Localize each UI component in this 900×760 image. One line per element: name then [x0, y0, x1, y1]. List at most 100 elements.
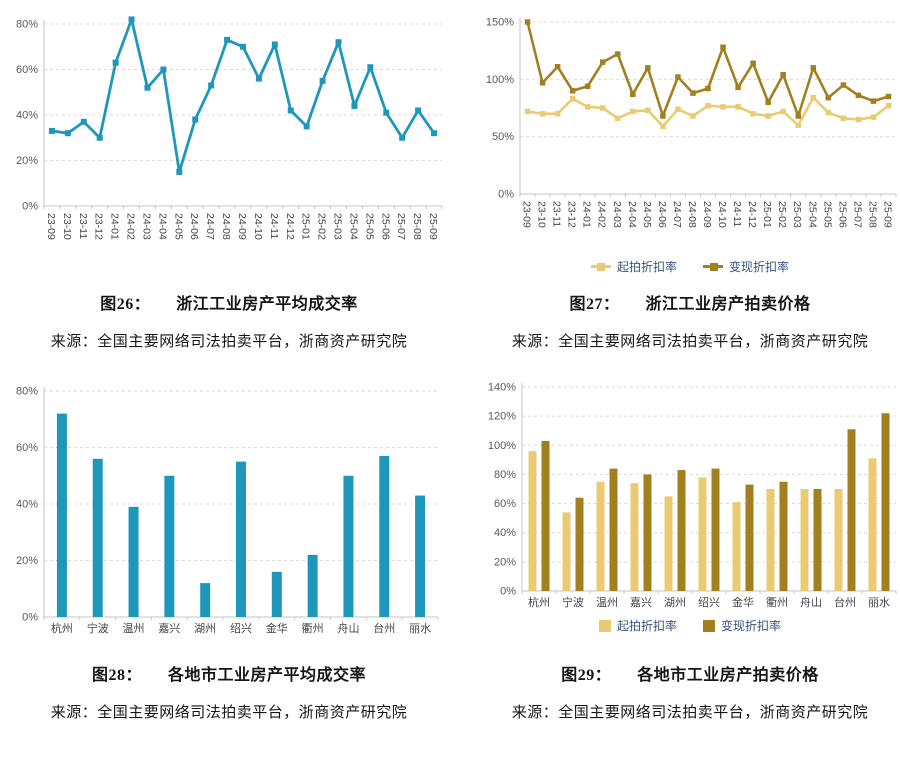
line-chart-transaction-rate: 0% 20% 40% 60% 80% 23-09 23-10 23-11 23-12 24-01 2…: [16, 16, 443, 240]
svg-text:25-07: 25-07: [851, 201, 863, 228]
svg-text:60%: 60%: [16, 64, 38, 76]
svg-text:24-04: 24-04: [626, 201, 638, 228]
figure-27-source: 来源：全国主要网络司法拍卖平台，浙商资产研究院: [511, 334, 869, 350]
svg-text:40%: 40%: [16, 499, 38, 511]
figure-29-source: 来源：全国主要网络司法拍卖平台，浙商资产研究院: [511, 705, 869, 721]
figure-27-title: 浙江工业房产拍卖价格: [645, 296, 811, 313]
svg-text:24-09: 24-09: [236, 213, 248, 240]
svg-text:23-11: 23-11: [77, 213, 89, 239]
legend-label: 变现折扣率: [729, 260, 790, 274]
figure-27-legend: 起拍折扣率 变现折扣率: [480, 258, 900, 275]
svg-text:60%: 60%: [16, 442, 38, 454]
svg-text:24-01: 24-01: [109, 213, 121, 240]
svg-text:25-01: 25-01: [761, 201, 773, 228]
legend-line-marker-icon: [703, 262, 723, 271]
svg-text:24-08: 24-08: [220, 213, 232, 240]
legend-item: 起拍折扣率: [598, 617, 677, 634]
svg-text:24-03: 24-03: [611, 201, 623, 228]
svg-text:23-09: 23-09: [45, 213, 57, 240]
svg-text:40%: 40%: [16, 110, 38, 122]
svg-text:24-07: 24-07: [671, 201, 683, 228]
svg-text:23-11: 23-11: [551, 201, 563, 227]
svg-text:24-08: 24-08: [686, 201, 698, 228]
svg-text:60%: 60%: [494, 498, 516, 510]
svg-text:0%: 0%: [498, 189, 514, 201]
svg-text:衢州: 衢州: [302, 622, 324, 635]
svg-text:24-07: 24-07: [204, 213, 216, 240]
legend-item: 起拍折扣率: [590, 258, 677, 275]
svg-text:25-03: 25-03: [332, 213, 344, 240]
svg-text:24-06: 24-06: [656, 201, 668, 228]
svg-text:衢州: 衢州: [766, 596, 788, 609]
svg-text:100%: 100%: [486, 74, 514, 86]
figure-29-caption: 图29： 各地市工业房产拍卖价格: [480, 661, 900, 685]
svg-text:40%: 40%: [494, 527, 516, 539]
svg-text:舟山: 舟山: [337, 621, 359, 635]
svg-text:24-01: 24-01: [581, 201, 593, 228]
svg-text:23-12: 23-12: [93, 213, 105, 240]
svg-text:25-03: 25-03: [791, 201, 803, 228]
svg-text:24-02: 24-02: [596, 201, 608, 228]
svg-text:24-03: 24-03: [140, 213, 152, 240]
svg-text:20%: 20%: [16, 555, 38, 567]
figure-28-chart-area: 0% 20% 40% 60% 80% 杭州 宁波 温州 嘉兴 湖州 绍兴 金华 衢州 舟山 台州 丽水: [8, 377, 450, 647]
bar-chart-city-transaction-rate: 0% 20% 40% 60% 80% 杭州 宁波 温州 嘉兴 湖州 绍兴 金华 衢州 舟山 台州 丽水: [16, 386, 439, 635]
legend-label: 起拍折扣率: [616, 260, 677, 274]
svg-text:嘉兴: 嘉兴: [158, 621, 180, 635]
svg-text:0%: 0%: [22, 612, 38, 624]
svg-text:24-10: 24-10: [716, 201, 728, 228]
svg-text:24-12: 24-12: [284, 213, 296, 240]
figure-29-legend: 起拍折扣率 变现折扣率: [480, 617, 900, 634]
svg-text:温州: 温州: [596, 596, 618, 609]
svg-text:25-08: 25-08: [411, 213, 423, 240]
figure-29-panel: 0% 20% 40% 60% 80% 100% 120% 140% 杭州 宁波 温州 嘉兴 湖州 绍兴 金华…: [450, 377, 900, 722]
svg-text:150%: 150%: [486, 17, 514, 29]
svg-text:湖州: 湖州: [194, 622, 216, 635]
svg-text:50%: 50%: [492, 131, 514, 143]
figure-27-chart-area: 0% 50% 100% 150% 23-09 23-10 23-11 23-12 24-01 24…: [480, 12, 900, 276]
svg-text:温州: 温州: [123, 622, 145, 635]
svg-text:杭州: 杭州: [528, 595, 550, 609]
svg-text:100%: 100%: [488, 440, 516, 452]
svg-text:25-09: 25-09: [427, 213, 439, 240]
figure-28-label: 图28：: [91, 667, 142, 684]
svg-text:23-09: 23-09: [521, 201, 533, 228]
svg-text:24-10: 24-10: [252, 213, 264, 240]
legend-square-marker-icon: [703, 619, 715, 632]
figure-26-title: 浙江工业房产平均成交率: [176, 296, 358, 313]
svg-text:23-12: 23-12: [566, 201, 578, 228]
figure-29-chart-area: 0% 20% 40% 60% 80% 100% 120% 140% 杭州 宁波 温州 嘉兴 湖州 绍兴 金华…: [480, 377, 900, 647]
svg-text:24-11: 24-11: [268, 213, 280, 239]
figure-26-source: 来源：全国主要网络司法拍卖平台，浙商资产研究院: [50, 334, 408, 350]
figure-28-source: 来源：全国主要网络司法拍卖平台，浙商资产研究院: [50, 705, 408, 721]
svg-text:丽水: 丽水: [409, 622, 431, 635]
svg-text:25-06: 25-06: [836, 201, 848, 228]
svg-text:25-05: 25-05: [821, 201, 833, 228]
figure-28-panel: 0% 20% 40% 60% 80% 杭州 宁波 温州 嘉兴 湖州 绍兴 金华 衢州 舟山 台州 丽水 图28…: [0, 377, 450, 722]
svg-text:120%: 120%: [488, 411, 516, 423]
legend-item: 变现折扣率: [703, 617, 781, 634]
svg-text:25-04: 25-04: [806, 201, 818, 228]
figure-26-label: 图26：: [100, 296, 151, 313]
figures-grid: 0% 20% 40% 60% 80% 23-09 23-10 23-11 23-12 24-01 2…: [0, 12, 900, 722]
svg-text:金华: 金华: [266, 621, 288, 635]
svg-text:25-09: 25-09: [881, 201, 893, 228]
bar-chart-city-auction-price: 0% 20% 40% 60% 80% 100% 120% 140% 杭州 宁波 温州 嘉兴 湖州 绍兴 金华…: [488, 382, 897, 609]
figure-27-caption: 图27： 浙江工业房产拍卖价格: [480, 290, 900, 314]
svg-text:绍兴: 绍兴: [698, 595, 720, 609]
figure-28-caption: 图28： 各地市工业房产平均成交率: [8, 661, 450, 685]
svg-text:25-06: 25-06: [379, 213, 391, 240]
legend-item: 变现折扣率: [703, 258, 789, 275]
legend-label: 起拍折扣率: [616, 619, 677, 633]
svg-text:宁波: 宁波: [87, 621, 109, 635]
svg-text:宁波: 宁波: [562, 595, 584, 609]
svg-text:25-08: 25-08: [866, 201, 878, 228]
svg-text:25-07: 25-07: [395, 213, 407, 240]
svg-text:20%: 20%: [16, 155, 38, 167]
svg-text:25-04: 25-04: [347, 213, 359, 240]
svg-text:金华: 金华: [732, 595, 754, 609]
svg-text:24-11: 24-11: [731, 201, 743, 227]
figure-28-title: 各地市工业房产平均成交率: [168, 667, 367, 684]
svg-text:24-12: 24-12: [746, 201, 758, 228]
